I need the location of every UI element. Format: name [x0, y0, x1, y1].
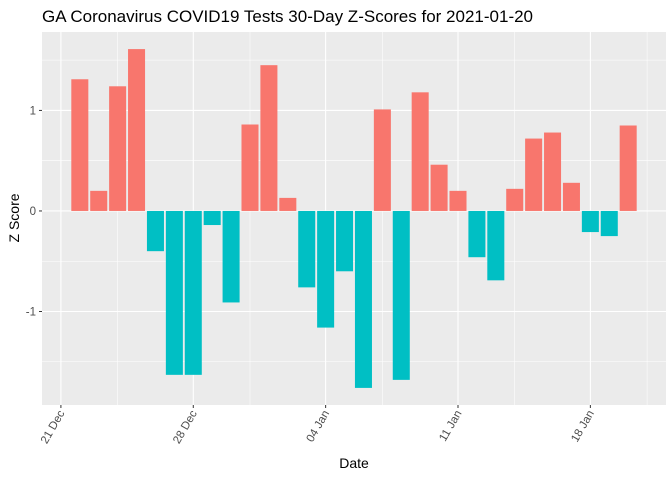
- x-tick-label: 04 Jan: [305, 409, 333, 445]
- y-axis-title: Z Score: [6, 193, 22, 242]
- positive-bar: [241, 124, 259, 211]
- negative-bar: [581, 210, 599, 233]
- positive-bar: [279, 197, 297, 211]
- negative-bar: [203, 210, 221, 226]
- positive-bar: [562, 182, 580, 211]
- negative-bar: [165, 210, 183, 375]
- negative-bar: [354, 210, 372, 388]
- negative-bar: [222, 210, 240, 303]
- negative-bar: [184, 210, 202, 375]
- y-axis: -1 0 1: [26, 105, 42, 318]
- positive-bar: [260, 65, 278, 211]
- negative-bar: [146, 210, 164, 252]
- negative-bar: [468, 210, 486, 258]
- negative-bar: [392, 210, 410, 380]
- positive-bar: [373, 109, 391, 211]
- y-tick-label: -1: [26, 306, 36, 318]
- y-tick-label: 1: [30, 105, 36, 117]
- x-tick-label: 28 Dec: [171, 408, 200, 446]
- positive-bar: [128, 49, 146, 211]
- negative-bar: [487, 210, 505, 281]
- plot-panel: [42, 32, 666, 405]
- positive-bar: [506, 188, 524, 211]
- positive-bar: [411, 92, 429, 211]
- chart-title: GA Coronavirus COVID19 Tests 30-Day Z-Sc…: [42, 7, 533, 26]
- negative-bar: [600, 210, 618, 237]
- positive-bar: [71, 79, 89, 211]
- positive-bar: [449, 190, 467, 211]
- negative-bar: [298, 210, 316, 288]
- y-tick-label: 0: [30, 206, 36, 218]
- positive-bar: [619, 125, 637, 211]
- negative-bar: [336, 210, 354, 272]
- x-tick-label: 21 Dec: [39, 408, 68, 446]
- minor-gridlines: [42, 32, 666, 405]
- negative-bar: [317, 210, 335, 328]
- x-tick-label: 11 Jan: [437, 409, 464, 444]
- positive-bar: [109, 86, 127, 211]
- positive-bar: [430, 164, 448, 211]
- positive-bar: [544, 132, 562, 211]
- x-tick-label: 18 Jan: [569, 409, 597, 445]
- x-axis: 21 Dec 28 Dec 04 Jan 11 Jan 18 Jan: [39, 405, 597, 446]
- bars: [71, 49, 637, 388]
- positive-bar: [90, 190, 108, 211]
- x-axis-title: Date: [339, 455, 369, 471]
- positive-bar: [525, 138, 543, 211]
